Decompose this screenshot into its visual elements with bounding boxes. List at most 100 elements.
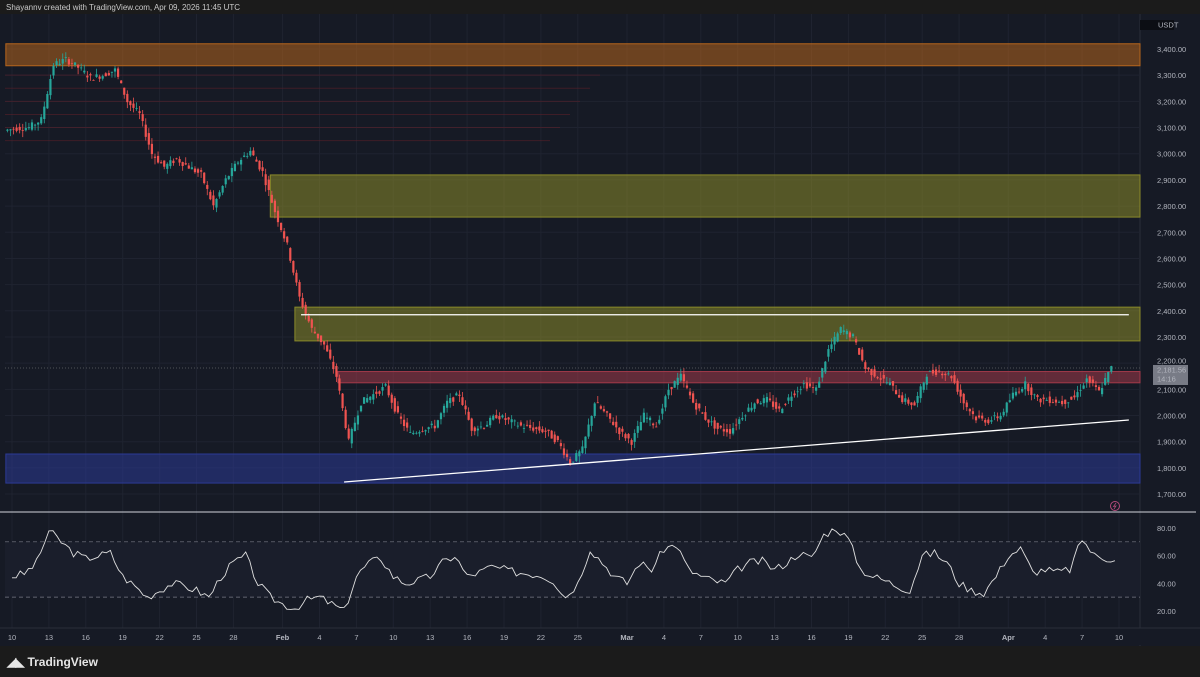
candle-body [55, 61, 58, 66]
candle-body [1100, 388, 1104, 395]
candle-body [771, 401, 775, 407]
candle-body [203, 172, 206, 184]
candle-body [759, 403, 762, 405]
candle-body [384, 384, 387, 386]
time-tick-label: 22 [881, 633, 889, 642]
candle-body [356, 415, 360, 425]
candle-body [316, 333, 320, 339]
candle-body [187, 165, 190, 169]
candle-body [744, 415, 747, 417]
candle-body [547, 429, 550, 432]
candle-body [965, 402, 968, 408]
time-tick-label: 7 [1080, 633, 1084, 642]
candle-body [135, 108, 138, 109]
candle-body [415, 432, 418, 434]
candle-body [461, 397, 464, 405]
candle-body [1057, 401, 1061, 403]
candle-body [172, 160, 175, 164]
candle-body [378, 391, 381, 394]
candle-body [578, 451, 581, 457]
candle-body [46, 94, 49, 109]
candle-body [931, 369, 935, 374]
candle-body [427, 427, 430, 430]
candle-body [116, 68, 120, 77]
candle-body [255, 159, 258, 162]
candle-body [1027, 383, 1030, 392]
candle-body [713, 420, 716, 429]
candle-body [150, 143, 154, 155]
time-tick-label: 19 [500, 633, 508, 642]
candle-body [781, 408, 784, 414]
candle-body [227, 176, 230, 180]
candle-body [987, 419, 990, 424]
candle-body [553, 434, 556, 443]
ascending-trendline[interactable] [344, 419, 1129, 483]
time-tick-label: 16 [807, 633, 815, 642]
time-tick-label: 28 [955, 633, 963, 642]
candle-body [894, 390, 898, 395]
candle-body [805, 382, 808, 389]
candle-body [326, 345, 329, 352]
candle-body [362, 397, 366, 404]
price-chart[interactable]: 1,700.00 1,800.00 1,900.00 2,000.00 2,100.00… [0, 0, 1200, 646]
candle-body [642, 412, 646, 423]
candle-body [58, 63, 61, 65]
rsi-tick-label: 80.00 [1157, 524, 1176, 533]
candle-body [596, 402, 599, 404]
candle-body [467, 411, 470, 420]
supply-zone-2800 [269, 174, 1141, 218]
time-axis[interactable] [0, 628, 1200, 645]
candle-body [319, 335, 323, 343]
candle-body [464, 405, 467, 410]
candle-body [707, 419, 710, 423]
candle-body [49, 79, 52, 96]
candle-body [941, 373, 944, 376]
time-tick-label: 7 [354, 633, 358, 642]
candle-body [615, 421, 618, 428]
attribution-bar: Shayannv created with TradingView.com, A… [0, 0, 1200, 14]
currency-badge[interactable] [1140, 20, 1174, 30]
candle-body [710, 421, 713, 423]
price-tick-label: 2,300.00 [1157, 333, 1186, 342]
candle-body [283, 231, 286, 239]
candle-body [230, 167, 233, 177]
candle-body [107, 73, 110, 76]
tradingview-logo[interactable]: ◢◣ TradingView [7, 655, 98, 669]
supply-zone-2350 [294, 306, 1141, 342]
candle-body [962, 393, 965, 404]
candle-body [608, 413, 612, 419]
candle-body [1008, 400, 1011, 403]
candle-body [559, 443, 562, 447]
candle-body [510, 419, 513, 423]
time-tick-label: 25 [918, 633, 926, 642]
candle-body [913, 402, 916, 406]
candle-body [778, 406, 781, 409]
price-tick-label: 2,400.00 [1157, 307, 1186, 316]
candle-body [212, 195, 215, 206]
candle-body [753, 403, 756, 409]
candle-body [190, 167, 193, 170]
candle-body [479, 426, 483, 428]
candle-body [1085, 378, 1088, 383]
candle-body [393, 398, 396, 412]
price-axis[interactable] [1140, 14, 1200, 646]
candle-body [655, 426, 658, 428]
candle-body [267, 179, 270, 191]
lightning-icon[interactable] [1110, 501, 1120, 511]
candle-body [292, 260, 295, 273]
candle-body [1005, 402, 1008, 413]
price-tick-label: 1,700.00 [1157, 490, 1186, 499]
candle-body [1091, 379, 1094, 383]
candle-body [627, 433, 630, 439]
candle-body [981, 415, 984, 419]
candle-body [495, 415, 498, 419]
candle-body [153, 156, 157, 158]
candle-body [910, 402, 913, 406]
candle-body [279, 223, 283, 230]
candle-body [562, 448, 566, 456]
candle-body [565, 453, 569, 458]
candle-body [550, 430, 553, 439]
candle-body [1079, 390, 1082, 392]
candle-body [132, 103, 135, 108]
candle-body [12, 128, 15, 130]
